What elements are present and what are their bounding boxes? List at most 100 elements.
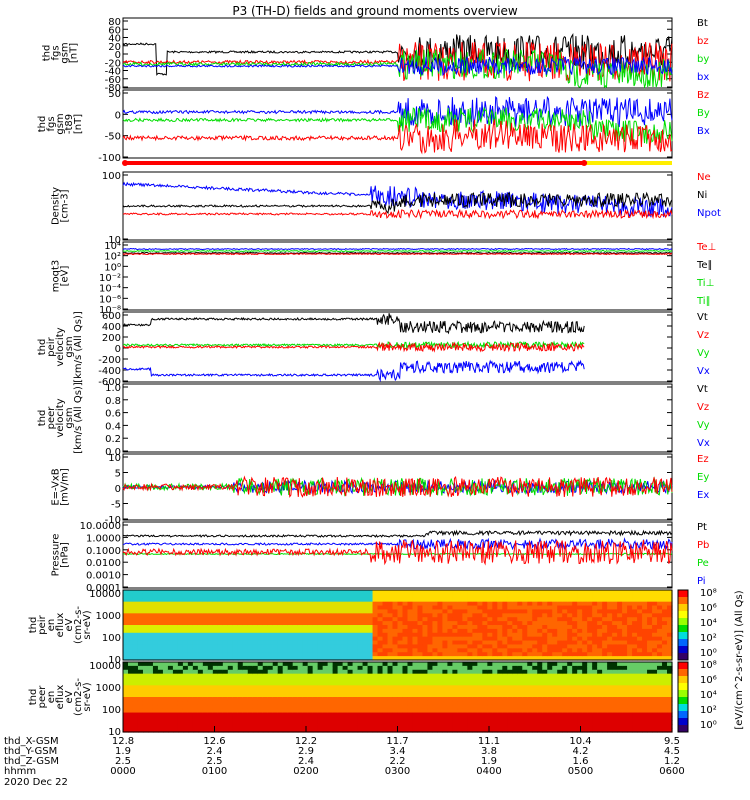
electron-spectrogram-cell (617, 665, 623, 671)
ion-spectrogram-cell (192, 640, 199, 646)
electron-spectrogram-cell (582, 697, 588, 702)
electron-spectrogram-cell (537, 712, 543, 718)
electron-spectrogram-cell (342, 704, 349, 710)
ion-spectrogram-cell (627, 613, 633, 618)
ion-spectrogram-cell (147, 636, 154, 642)
ion-spectrogram-cell (597, 593, 603, 599)
ion-spectrogram-cell (222, 597, 229, 603)
ion-spectrogram-cell (167, 593, 174, 599)
ion-spectrogram-cell (437, 652, 444, 657)
ylabel-line-efield-0: E=-VxB (51, 468, 62, 505)
electron-spectrogram-cell (422, 685, 429, 690)
electron-spectrogram-cell (217, 697, 224, 702)
ion-spectrogram-cell (392, 601, 399, 607)
ion-spectrogram-cell (607, 632, 613, 638)
electron-spectrogram-cell (172, 708, 179, 714)
electron-spectrogram-cell (182, 697, 189, 702)
ion-spectrogram-cell (182, 613, 189, 618)
ion-spectrogram-cell (447, 652, 453, 657)
electron-spectrogram-cell (307, 697, 314, 702)
ylabel-line-fgs-2: gsm (60, 42, 71, 63)
electron-spectrogram-cell (182, 693, 189, 698)
ion-spectrogram-cell (212, 632, 219, 638)
ion-spectrogram-cell (407, 590, 414, 595)
ion-spectrogram-cell (292, 640, 299, 646)
electron-spectrogram-cell (472, 689, 478, 694)
electron-spectrogram-cell (577, 681, 583, 686)
electron-spectrogram-cell (422, 665, 429, 671)
ion-spectrogram-cell (492, 617, 498, 622)
electron-spectrogram-cell (202, 697, 209, 702)
electron-spectrogram-cell (182, 662, 189, 667)
electron-spectrogram-cell (217, 669, 224, 675)
electron-spectrogram-cell (467, 677, 473, 683)
electron-spectrogram-cell (647, 689, 653, 694)
ion-spectrogram-cell (257, 605, 264, 611)
ion-spectrogram-cell (252, 648, 259, 653)
ion-spectrogram-cell (222, 590, 229, 595)
ion-spectrogram-cell (142, 590, 149, 595)
electron-spectrogram-cell (272, 689, 279, 694)
ion-spectrogram-cell (637, 597, 643, 603)
electron-spectrogram-cell (192, 677, 199, 683)
ion-spectrogram-cell (172, 656, 179, 661)
ion-spectrogram-cell (397, 628, 404, 634)
ion-spectrogram-cell (517, 609, 523, 614)
ion-spectrogram-cell (267, 601, 274, 607)
electron-spectrogram-cell (432, 712, 439, 718)
ion-spectrogram-cell (222, 648, 229, 653)
colorbar-top-swatch-2 (678, 604, 688, 612)
ion-spectrogram-cell (632, 652, 638, 657)
panel-frame-temp (122, 241, 673, 311)
electron-spectrogram-cell (187, 697, 194, 702)
ion-spectrogram-cell (242, 652, 249, 657)
electron-spectrogram-cell (372, 697, 379, 702)
ion-spectrogram-cell (312, 625, 319, 630)
electron-spectrogram-cell (562, 689, 568, 694)
electron-spectrogram-cell (392, 728, 399, 733)
electron-spectrogram-cell (662, 693, 668, 698)
electron-spectrogram-cell (387, 665, 394, 671)
ytick-label-vel1-4: -200 (98, 355, 121, 366)
ion-spectrogram-cell (627, 601, 633, 607)
ion-spectrogram-cell (442, 597, 449, 603)
ion-spectrogram-cell (257, 590, 264, 595)
electron-spectrogram-cell (552, 669, 558, 675)
ion-spectrogram-cell (522, 656, 528, 661)
ion-spectrogram-cell (612, 609, 618, 614)
electron-spectrogram-cell (432, 704, 439, 710)
ytick-label-vel2-1: 0.8 (105, 396, 121, 407)
ion-spectrogram-cell (202, 617, 209, 622)
electron-spectrogram-cell (637, 712, 643, 718)
ion-spectrogram-cell (437, 609, 444, 614)
ion-spectrogram-cell (277, 621, 284, 626)
ion-spectrogram-cell (407, 656, 414, 661)
electron-spectrogram-cell (147, 685, 154, 690)
electron-spectrogram-cell (542, 704, 548, 710)
ion-spectrogram-cell (572, 640, 578, 646)
electron-spectrogram-cell (123, 704, 129, 710)
electron-spectrogram-cell (262, 724, 269, 729)
ion-spectrogram-cell (232, 605, 239, 611)
ion-spectrogram-cell (667, 628, 673, 634)
ion-spectrogram-cell (582, 652, 588, 657)
electron-spectrogram-cell (257, 697, 264, 702)
ion-spectrogram-cell (552, 609, 558, 614)
electron-spectrogram-cell (123, 693, 129, 698)
colorbar-top-tick-3: 10² (700, 633, 717, 644)
electron-spectrogram-cell (637, 665, 643, 671)
electron-spectrogram-cell (452, 693, 458, 698)
ion-spectrogram-cell (532, 648, 538, 653)
ion-spectrogram-cell (277, 625, 284, 630)
ion-spectrogram-cell (567, 625, 573, 630)
ion-spectrogram-cell (297, 617, 304, 622)
electron-spectrogram-cell (552, 677, 558, 683)
ion-spectrogram-cell (642, 648, 648, 653)
ion-spectrogram-cell (237, 625, 244, 630)
ion-spectrogram-cell (537, 605, 543, 611)
ion-spectrogram-cell (552, 640, 558, 646)
electron-spectrogram-cell (472, 677, 478, 683)
electron-spectrogram-cell (422, 708, 429, 714)
electron-spectrogram-cell (207, 665, 214, 671)
